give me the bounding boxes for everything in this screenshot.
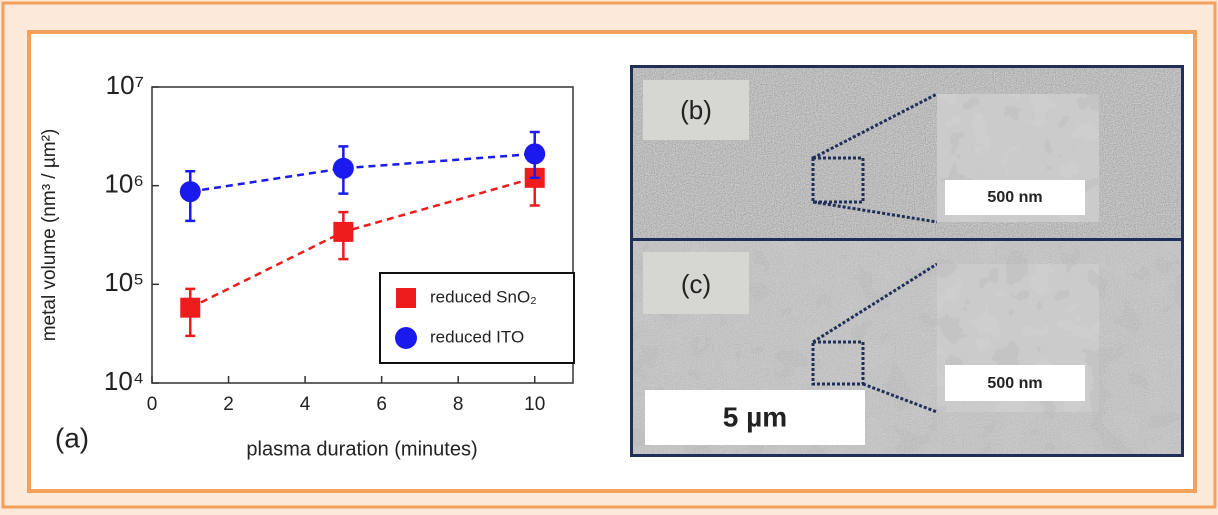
panel-label: (a) (55, 422, 89, 453)
legend-label: reduced ITO (430, 327, 524, 346)
marker (180, 297, 201, 318)
zoom-line (862, 382, 938, 414)
x-axis-label: plasma duration (minutes) (246, 438, 477, 460)
inset-scale: 500 nm (987, 189, 1042, 206)
marker (333, 221, 354, 242)
marker (524, 143, 546, 165)
marker (179, 181, 201, 203)
zoom-line (812, 262, 938, 344)
x-tick-label: 6 (376, 394, 387, 415)
y-axis-label: metal volume (nm³ / µm²) (39, 129, 60, 342)
chart: (a) plasma duration (minutes) metal volu… (39, 70, 575, 460)
y-tick-label: 10⁶ (104, 169, 144, 199)
plot-frame (151, 86, 574, 384)
legend-marker (395, 327, 417, 349)
inset-scale: 500 nm (987, 375, 1042, 392)
marker (332, 157, 354, 179)
x-tick-label: 10 (524, 394, 545, 415)
x-tick-label: 8 (453, 394, 464, 415)
series-line (190, 152, 535, 193)
y-tick-label: 10⁷ (106, 70, 144, 100)
legend-marker (396, 288, 416, 308)
label-box (643, 252, 749, 314)
zoom-box (811, 156, 865, 204)
panel-label: (c) (681, 269, 711, 299)
sem-panels: (b) 500 nm (c) 500 nm 5 µm (630, 65, 1184, 457)
label-box (643, 80, 749, 140)
zoom-line (812, 92, 938, 160)
x-tick-label: 4 (300, 394, 311, 415)
panel-label: (b) (680, 95, 712, 125)
y-tick-label: 10⁵ (104, 267, 144, 297)
y-tick-label: 10⁴ (104, 366, 144, 396)
x-tick-label: 2 (223, 394, 234, 415)
legend-label: reduced SnO₂ (430, 287, 537, 306)
scale-box (645, 390, 865, 445)
zoom-line (812, 200, 938, 224)
scale-bar-label: 5 µm (723, 401, 787, 432)
zoom-box (811, 340, 865, 386)
x-tick-label: 0 (147, 394, 158, 415)
scale-box (945, 365, 1085, 401)
scale-box (945, 180, 1085, 215)
